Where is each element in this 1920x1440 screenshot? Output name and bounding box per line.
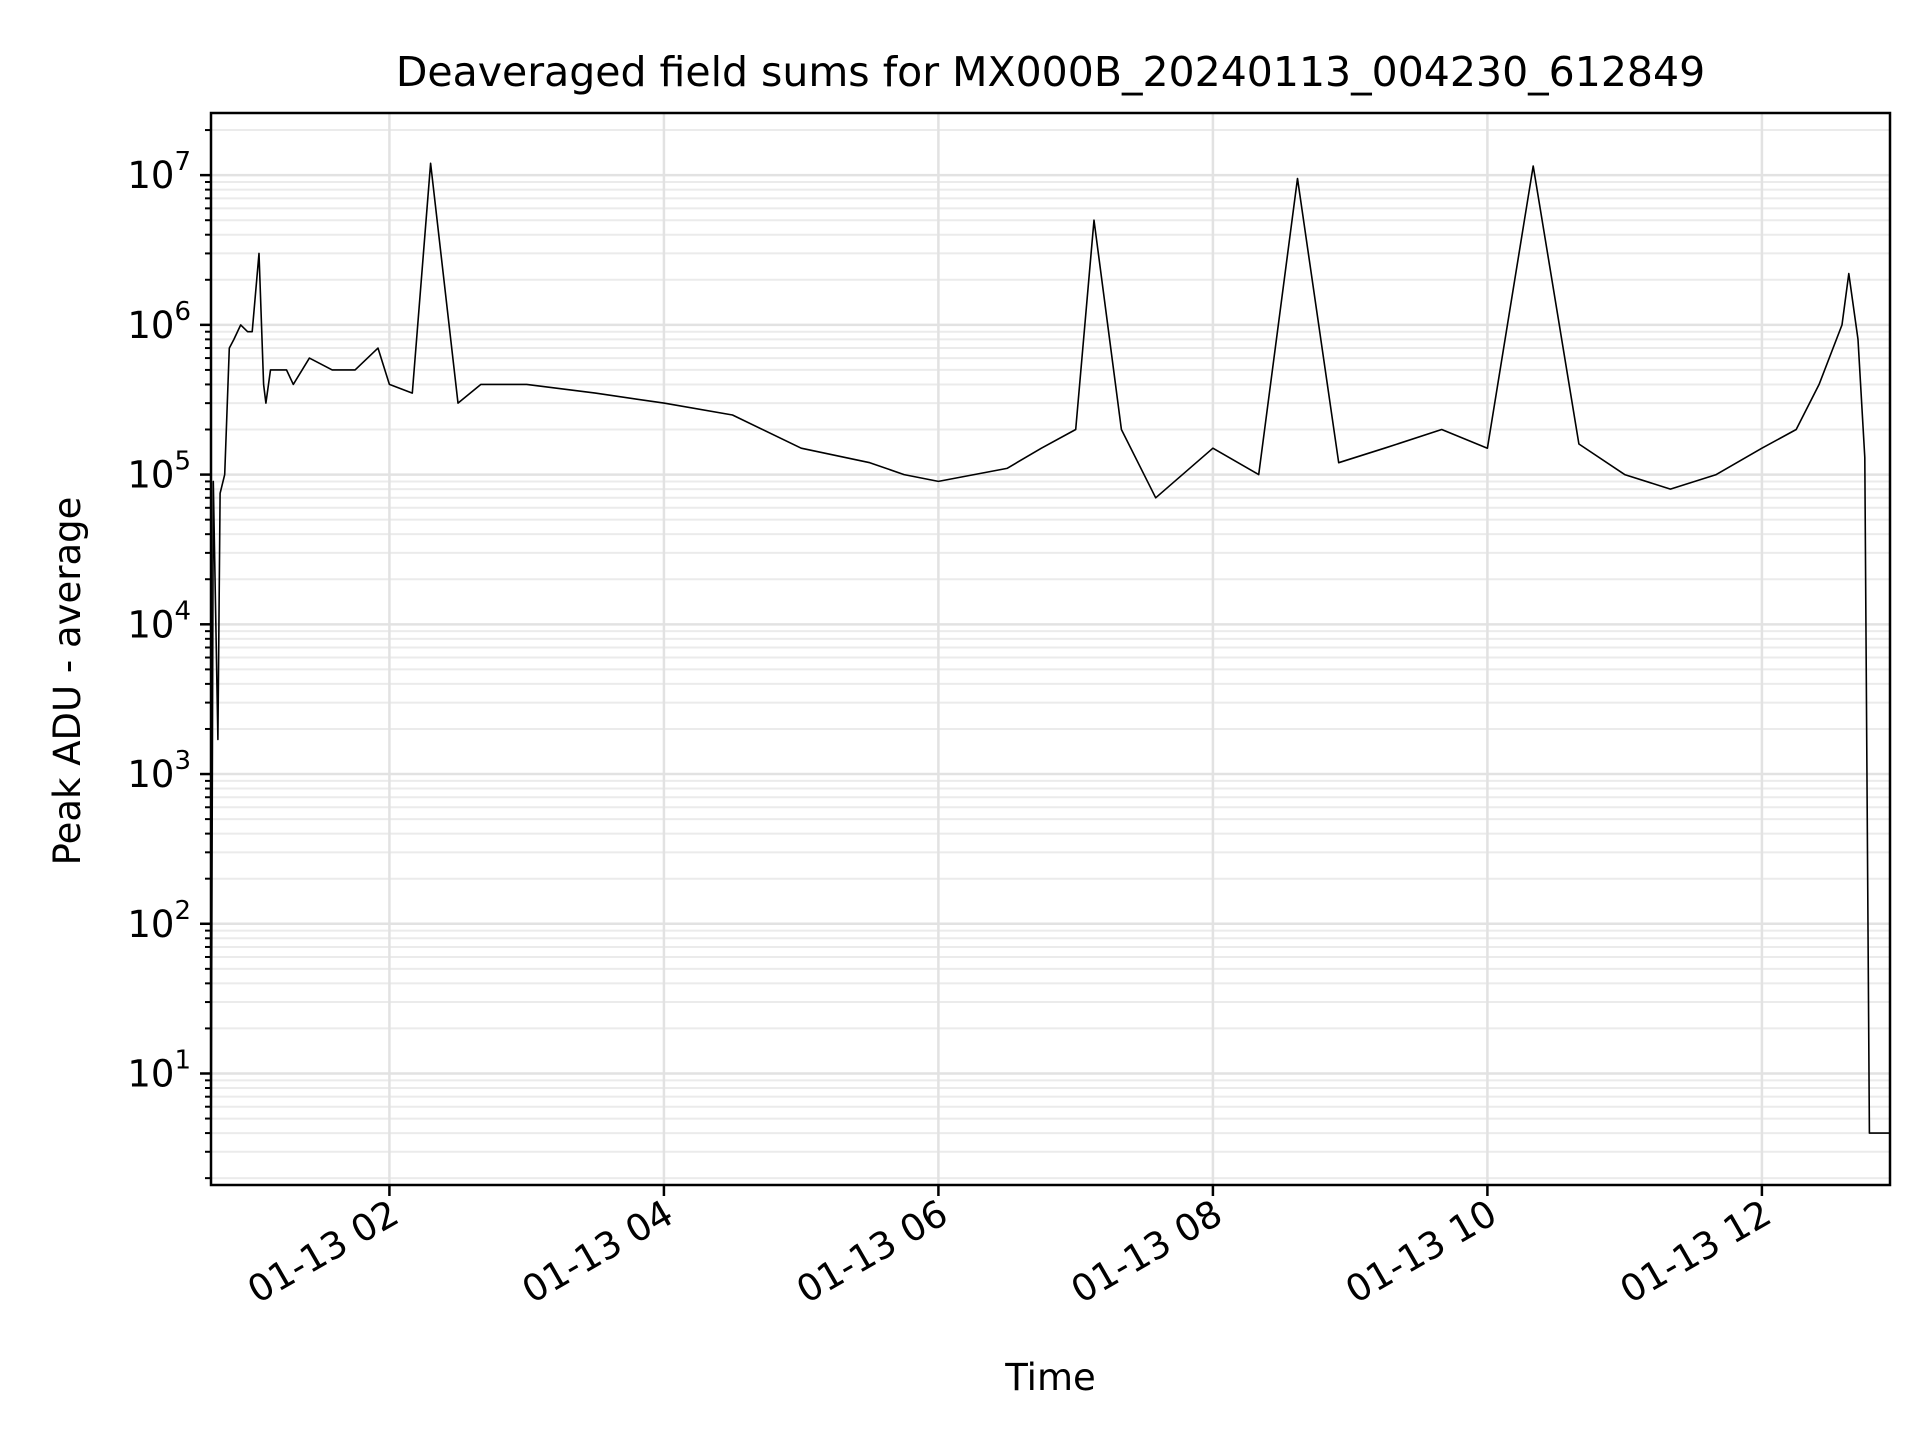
y-axis-label: Peak ADU - average (46, 496, 89, 866)
y-tick-label: 103 (127, 746, 191, 796)
x-tick-label: 01-13 02 (240, 1192, 406, 1312)
y-tick-label: 104 (127, 596, 191, 646)
x-tick-label: 01-13 06 (789, 1192, 955, 1312)
series-layer (210, 162, 1890, 1186)
series-line-1 (210, 162, 1890, 1186)
x-tick-label: 01-13 12 (1613, 1192, 1779, 1312)
grid (211, 113, 1890, 1185)
y-tick-label: 107 (127, 147, 191, 197)
y-tick-label: 105 (127, 447, 191, 497)
chart-title: Deaveraged field sums for MX000B_2024011… (395, 48, 1706, 96)
x-tick-label: 01-13 08 (1064, 1192, 1230, 1312)
y-tick-label: 106 (127, 297, 191, 347)
x-axis-label: Time (1005, 1356, 1096, 1399)
x-tick-label: 01-13 10 (1338, 1192, 1504, 1312)
y-tick-label: 101 (127, 1045, 191, 1095)
x-tick-label: 01-13 04 (515, 1192, 681, 1312)
y-tick-label: 102 (127, 896, 191, 946)
plot-frame (209, 111, 1892, 1187)
